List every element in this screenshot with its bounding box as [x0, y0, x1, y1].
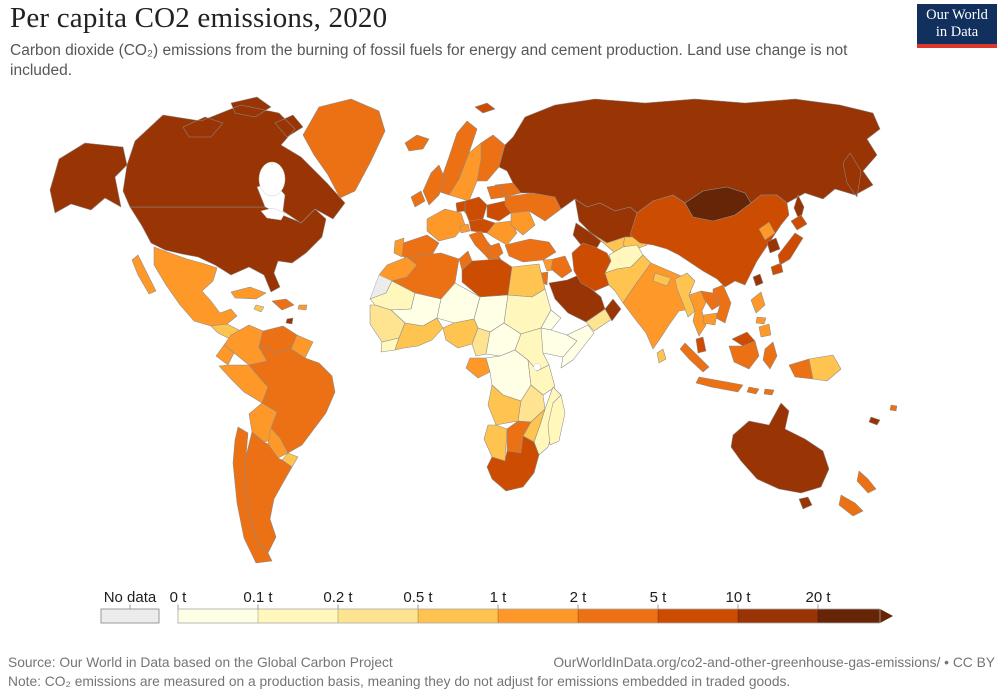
legend-tick-label-0.2 t: 0.2 t: [323, 589, 353, 606]
country-jamaica[interactable]: Jamaica: [253, 304, 265, 313]
country-benelux[interactable]: Belgium & Netherlands: [455, 200, 466, 213]
legend-no-data-label: No data: [104, 589, 157, 606]
country-ireland[interactable]: Ireland: [410, 190, 426, 208]
country-canada[interactable]: Canada: [122, 96, 346, 224]
country-fiji[interactable]: Fiji: [889, 404, 898, 412]
country-paraguay[interactable]: Paraguay: [267, 427, 289, 459]
country-iraq[interactable]: Iraq: [550, 255, 573, 279]
country-mexico[interactable]: Mexico: [131, 246, 238, 327]
country-oman[interactable]: Oman: [604, 298, 622, 322]
country-vietnam[interactable]: Vietnam: [712, 284, 732, 324]
country-hispaniola[interactable]: Haiti & Dominican Republic: [271, 298, 295, 311]
country-madagascar[interactable]: Madagascar: [547, 394, 566, 446]
country-taiwan[interactable]: Taiwan: [752, 273, 764, 287]
country-north-korea[interactable]: North Korea: [758, 221, 776, 241]
country-namibia[interactable]: Namibia: [483, 424, 508, 462]
country-trinidad-tobago[interactable]: Trinidad and Tobago: [285, 317, 294, 325]
country-gabon-congo[interactable]: Gabon & Congo: [465, 357, 491, 379]
country-svalbard[interactable]: Svalbard: [474, 102, 496, 114]
country-poland[interactable]: Poland: [486, 200, 512, 222]
legend-tick-label-1 t: 1 t: [490, 589, 508, 606]
country-philippines[interactable]: Philippines: [750, 291, 772, 338]
legend-band-0–0.1 t[interactable]: 0–0.1 t: [178, 609, 258, 623]
country-puerto-rico[interactable]: Puerto Rico: [297, 304, 308, 311]
lake-victoria: [533, 363, 541, 371]
legend-no-data-swatch[interactable]: [100, 608, 160, 624]
country-japan[interactable]: Japan: [770, 214, 808, 276]
legend-band-0.2–0.5 t[interactable]: 0.2–0.5 t: [338, 609, 418, 623]
chart-footer: Source: Our World in Data based on the G…: [8, 653, 995, 692]
country-ivory-coast-ghana[interactable]: Côte d'Ivoire & Ghana: [394, 317, 444, 351]
hudson-bay: [258, 161, 286, 197]
country-australia[interactable]: Australia: [730, 402, 830, 510]
country-saudi-arabia[interactable]: Saudi Arabia: [548, 274, 606, 323]
country-new-zealand[interactable]: New Zealand: [838, 470, 877, 517]
legend-band-1–2 t[interactable]: 1–2 t: [498, 609, 578, 623]
legend-band-2–5 t[interactable]: 2–5 t: [578, 609, 658, 623]
country-south-africa[interactable]: South Africa: [486, 435, 540, 492]
country-france[interactable]: France: [426, 208, 466, 242]
legend-tick-label-20 t: 20 t: [805, 589, 831, 606]
legend-tick-label-10 t: 10 t: [725, 589, 751, 606]
country-somalia[interactable]: Somalia: [560, 324, 595, 369]
legend-tick-label-5 t: 5 t: [650, 589, 668, 606]
country-greenland[interactable]: Greenland: [302, 98, 386, 199]
country-portugal[interactable]: Portugal: [393, 237, 405, 258]
legend-band-20+ t[interactable]: 20+ t: [818, 609, 880, 623]
owid-logo[interactable]: Our World in Data: [917, 4, 997, 48]
country-cuba[interactable]: Cuba: [230, 286, 267, 300]
country-mongolia[interactable]: Mongolia: [684, 186, 752, 222]
owid-logo-line2: in Data: [935, 24, 979, 40]
source-link[interactable]: OurWorldInData.org/co2-and-other-greenho…: [553, 655, 995, 670]
country-cambodia[interactable]: Cambodia: [702, 312, 718, 326]
legend-tick-label-0 t: 0 t: [170, 589, 188, 606]
legend-tick-label-0.1 t: 0.1 t: [243, 589, 273, 606]
country-papua-new-guinea[interactable]: Papua New Guinea: [808, 354, 842, 382]
country-iceland[interactable]: Iceland: [404, 134, 430, 152]
country-nepal[interactable]: Nepal: [652, 272, 672, 287]
legend-arrow-tip: [880, 609, 893, 623]
country-brazil[interactable]: Brazil: [248, 346, 336, 454]
country-germany[interactable]: Germany: [464, 196, 488, 222]
legend-tick-label-0.5 t: 0.5 t: [403, 589, 433, 606]
country-south-korea[interactable]: South Korea: [766, 237, 781, 254]
owid-logo-line1: Our World: [926, 7, 988, 24]
legend-band-0.5–1 t[interactable]: 0.5–1 t: [418, 609, 498, 623]
country-finland[interactable]: Finland: [476, 134, 506, 182]
great-lakes: [260, 207, 286, 221]
legend-bar-border: [177, 608, 881, 624]
legend-band-0.1–0.2 t[interactable]: 0.1–0.2 t: [258, 609, 338, 623]
country-laos[interactable]: Laos: [700, 290, 721, 311]
legend-band-5–10 t[interactable]: 5–10 t: [658, 609, 738, 623]
country-baltics[interactable]: Baltic states: [486, 184, 506, 200]
country-greece[interactable]: Greece: [486, 242, 504, 262]
page-title: Per capita CO2 emissions, 2020: [10, 2, 388, 34]
source-text: Source: Our World in Data based on the G…: [8, 655, 393, 670]
legend-band-10–20 t[interactable]: 10–20 t: [738, 609, 818, 623]
country-united-kingdom[interactable]: United Kingdom: [422, 164, 446, 206]
country-new-caledonia[interactable]: New Caledonia: [868, 416, 881, 426]
country-sri-lanka[interactable]: Sri Lanka: [656, 348, 667, 364]
country-switzerland[interactable]: Switzerland: [459, 223, 471, 234]
world-map: United StatesCanadaGreenlandMexicoGuatem…: [49, 96, 898, 564]
page-subtitle: Carbon dioxide (CO₂) emissions from the …: [10, 42, 848, 80]
country-turkey[interactable]: Turkey: [504, 238, 557, 263]
country-egypt[interactable]: Egypt: [507, 263, 546, 298]
country-chile[interactable]: Chile: [232, 426, 273, 564]
legend-tick-label-2 t: 2 t: [570, 589, 588, 606]
note-text: Note: CO₂ emissions are measured on a pr…: [8, 674, 791, 690]
country-indonesia[interactable]: Indonesia: [679, 340, 814, 396]
